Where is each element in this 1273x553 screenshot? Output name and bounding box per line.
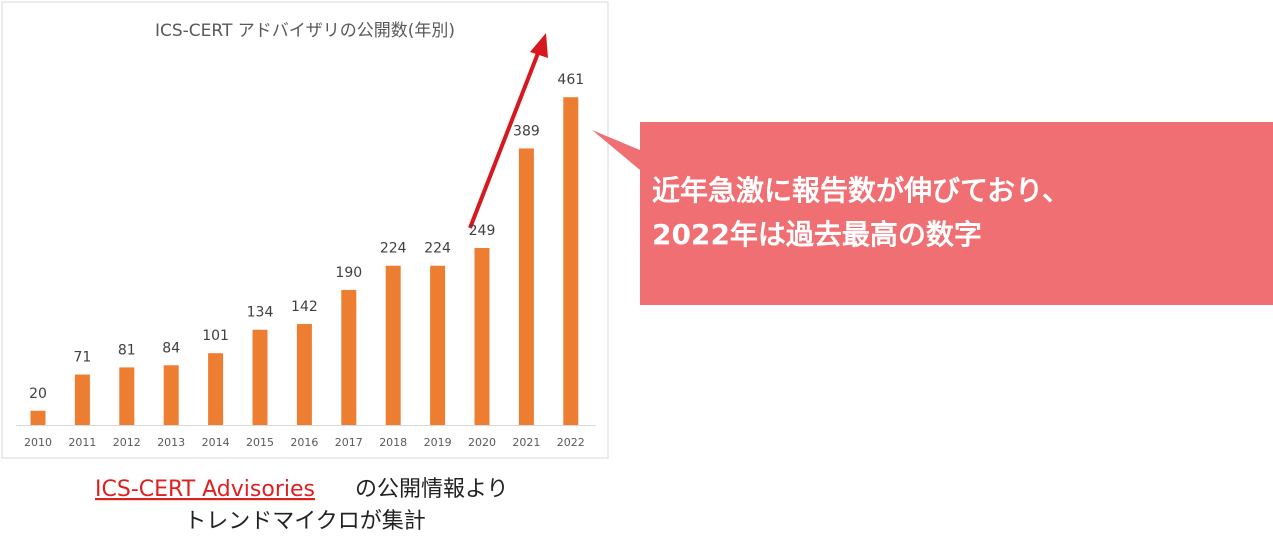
callout-box xyxy=(592,122,1273,305)
value-label: 249 xyxy=(469,223,496,239)
value-label: 389 xyxy=(513,123,540,139)
x-tick-label: 2019 xyxy=(424,436,452,449)
x-tick-label: 2011 xyxy=(68,436,96,449)
bar xyxy=(30,410,46,425)
bar xyxy=(385,265,401,425)
value-label: 224 xyxy=(424,241,451,257)
bar xyxy=(208,353,224,425)
caption-text: トレンドマイクロが集計 xyxy=(184,509,426,534)
x-tick-label: 2022 xyxy=(557,436,585,449)
x-tick-label: 2016 xyxy=(290,436,318,449)
x-tick-label: 2015 xyxy=(246,436,274,449)
bar xyxy=(341,289,357,425)
bar xyxy=(119,367,135,425)
value-label: 84 xyxy=(162,340,180,356)
callout-text: 近年急激に報告数が伸びており、 xyxy=(652,174,1070,207)
trend-arrowhead xyxy=(530,33,548,58)
bar xyxy=(74,374,90,425)
bar xyxy=(252,329,268,425)
bar xyxy=(296,324,312,425)
value-label: 461 xyxy=(557,72,584,88)
bar xyxy=(563,97,579,425)
callout-text: 2022年は過去最高の数字 xyxy=(652,218,982,251)
x-tick-label: 2020 xyxy=(468,436,496,449)
value-label: 81 xyxy=(118,342,136,358)
x-tick-label: 2014 xyxy=(202,436,230,449)
bar xyxy=(474,247,490,425)
bar xyxy=(430,265,446,425)
x-tick-label: 2017 xyxy=(335,436,363,449)
bar xyxy=(518,148,534,425)
value-label: 20 xyxy=(29,386,47,402)
value-label: 71 xyxy=(73,350,91,366)
x-tick-label: 2021 xyxy=(512,436,540,449)
x-tick-label: 2012 xyxy=(113,436,141,449)
trend-arrow xyxy=(468,47,542,229)
value-label: 101 xyxy=(202,328,229,344)
value-label: 224 xyxy=(380,241,407,257)
value-label: 142 xyxy=(291,299,318,315)
x-tick-label: 2013 xyxy=(157,436,185,449)
bar xyxy=(163,365,179,425)
chart-title: ICS-CERT アドバイザリの公開数(年別) xyxy=(155,21,455,41)
value-label: 134 xyxy=(247,305,274,321)
x-tick-label: 2018 xyxy=(379,436,407,449)
caption-text: の公開情報より xyxy=(355,477,509,502)
source-link[interactable]: ICS-CERT Advisories xyxy=(95,477,315,502)
value-label: 190 xyxy=(335,265,362,281)
x-tick-label: 2010 xyxy=(24,436,52,449)
